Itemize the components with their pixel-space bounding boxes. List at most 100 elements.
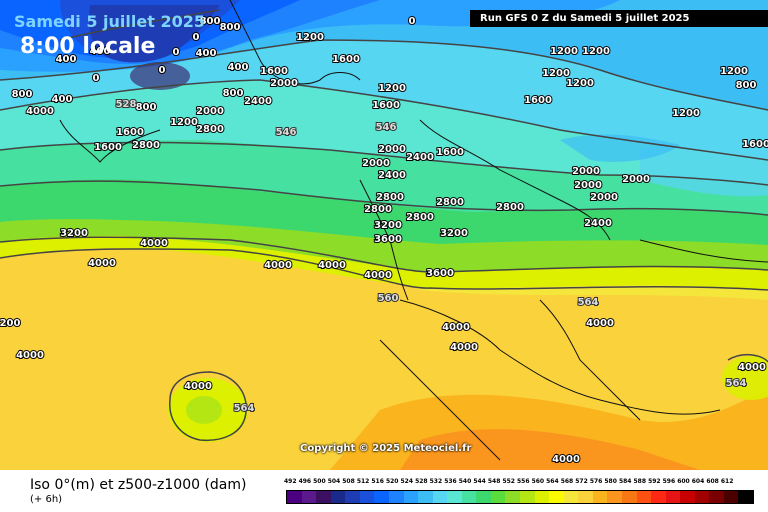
iso-zero-label: 2400 [378, 170, 406, 181]
iso-zero-label: 800 [736, 80, 757, 91]
iso-zero-label: 2000 [378, 144, 406, 155]
iso-zero-label: 1200 [672, 108, 700, 119]
thickness-label: 564 [578, 297, 599, 308]
iso-zero-label: 1200 [582, 46, 610, 57]
legend-tick-label: 512 [356, 478, 370, 485]
legend-colorbar [286, 490, 754, 504]
legend-swatch [651, 491, 666, 503]
iso-zero-label: 2000 [574, 180, 602, 191]
iso-zero-label: 2800 [436, 197, 464, 208]
iso-zero-label: 0 [173, 47, 180, 58]
legend-tick-label: 576 [589, 478, 603, 485]
iso-zero-label: 2800 [196, 124, 224, 135]
legend-swatch [723, 491, 739, 503]
contour-east [727, 353, 768, 363]
coast-italy-balkans [539, 299, 641, 421]
iso-zero-label: 4000 [738, 362, 766, 373]
iso-zero-label: 0 [409, 16, 416, 27]
iso-zero-label: 2000 [622, 174, 650, 185]
thickness-label: 546 [276, 127, 297, 138]
legend-swatch [578, 491, 593, 503]
legend-tick-label: 580 [604, 478, 617, 485]
legend-tick-label: 532 [429, 478, 443, 485]
legend-tick-label: 584 [618, 478, 632, 485]
legend-swatch [403, 491, 419, 503]
weather-map: 800 800 0 400 400 0 0 400 0 0 800 400 800 4000 1200 160… [0, 0, 768, 470]
thickness-label: 560 [378, 293, 399, 304]
iso-zero-label: 1200 [720, 66, 748, 77]
legend-tick-label: 536 [444, 478, 457, 485]
coastlines [59, 0, 768, 461]
contour-cutoff [169, 371, 247, 442]
time-label: 8:00 locale [20, 34, 156, 59]
iso-zero-label: 2800 [406, 212, 434, 223]
legend-swatch [563, 491, 579, 503]
iso-zero-label: 0 [93, 73, 100, 84]
legend-tick-label: 596 [662, 478, 676, 485]
legend-title: Iso 0°(m) et z500-z1000 (dam) [30, 477, 247, 493]
legend-tick-label: 568 [560, 478, 574, 485]
legend-subtitle: (+ 6h) [30, 494, 63, 505]
iso-zero-label: 3200 [440, 228, 468, 239]
legend-tick-label: 524 [400, 478, 414, 485]
date-label: Samedi 5 juillet 2025 [14, 12, 205, 31]
legend-tick-label: 540 [458, 478, 472, 485]
iso-zero-label: 4000 [26, 106, 54, 117]
legend-tick-label: 504 [327, 478, 341, 485]
thickness-contours [0, 9, 768, 442]
iso-zero-label: 2000 [196, 106, 224, 117]
iso-zero-label: 3600 [374, 234, 402, 245]
contour-536 [0, 39, 768, 111]
iso-zero-label: 1200 [170, 117, 198, 128]
field-cutoff-core [186, 396, 222, 424]
legend-tick-label: 492 [284, 478, 297, 485]
iso-zero-label: 1600 [436, 147, 464, 158]
legend-swatch [636, 491, 652, 503]
legend-ticks: 492 496 500 504 508 512 516 520 524 528 532 536 540 5… [284, 478, 754, 488]
iso-zero-label: 4000 [140, 238, 168, 249]
iso-zero-label: 2000 [362, 158, 390, 169]
legend-tick-label: 604 [691, 478, 705, 485]
legend-tick-label: 608 [706, 478, 719, 485]
legend-tick-label: 552 [502, 478, 515, 485]
contour-528 [59, 9, 221, 41]
iso-zero-label: 1200 [550, 46, 578, 57]
border-east [639, 239, 768, 263]
iso-zero-label: 2800 [364, 204, 392, 215]
field-low-core [130, 62, 190, 90]
contour-548 [0, 180, 768, 216]
legend-tick-label: 556 [517, 478, 530, 485]
field-580 [400, 429, 700, 470]
coast-greenland [229, 0, 361, 85]
legend-tick-label: 544 [473, 478, 486, 485]
iso-zero-label: 1600 [116, 127, 144, 138]
legend-swatch [359, 491, 375, 503]
legend-swatch [301, 491, 317, 503]
coast-iceland [59, 119, 161, 163]
legend-swatch [505, 491, 520, 503]
legend-swatch [490, 491, 506, 503]
iso-zero-label: 2000 [270, 78, 298, 89]
run-label: Run GFS 0 Z du Samedi 5 juillet 2025 [470, 10, 768, 27]
iso-zero-label: 800 [220, 22, 241, 33]
legend-swatch [621, 491, 637, 503]
legend-tick-label: 564 [546, 478, 559, 485]
iso-zero-label: 1200 [296, 32, 324, 43]
legend-tick-label: 496 [298, 478, 312, 485]
iso-zero-label: 3200 [60, 228, 88, 239]
legend-tick-label: 516 [371, 478, 384, 485]
iso-zero-label: 1600 [260, 66, 288, 77]
iso-zero-label: 2800 [132, 140, 160, 151]
iso-zero-label: 800 [223, 88, 244, 99]
legend-swatch [316, 491, 331, 503]
legend-tick-label: 560 [531, 478, 545, 485]
thickness-label: 528 [116, 99, 137, 110]
iso-zero-label: 2400 [406, 152, 434, 163]
legend-tick-label: 528 [415, 478, 428, 485]
iso-zero-label: 800 [12, 89, 33, 100]
legend-tick-label: 592 [648, 478, 661, 485]
iso-zero-label: 1200 [542, 68, 570, 79]
legend-swatch [418, 491, 433, 503]
legend-tick-label: 600 [677, 478, 690, 485]
